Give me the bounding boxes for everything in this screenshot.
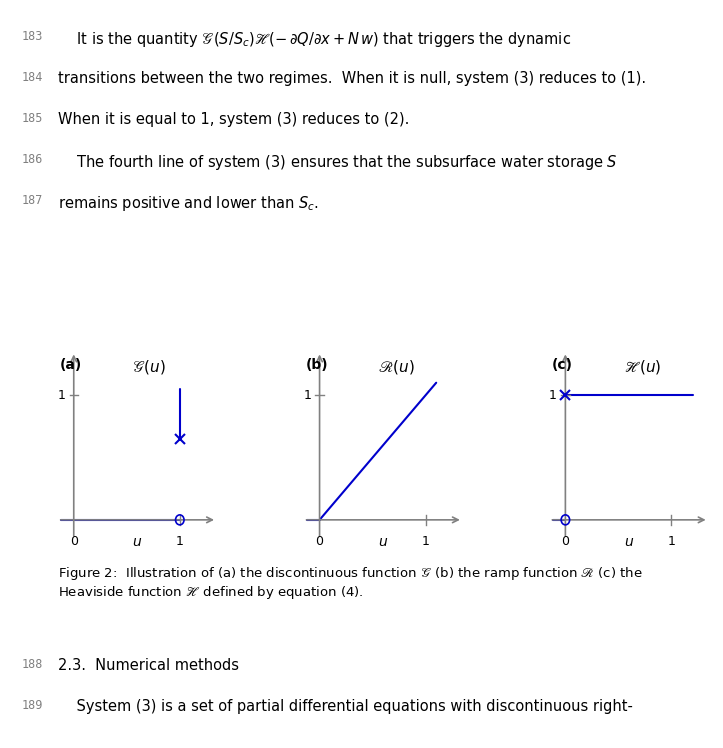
Text: 186: 186 bbox=[22, 153, 43, 166]
Text: $\mathscr{G}(u)$: $\mathscr{G}(u)$ bbox=[132, 358, 166, 375]
Text: $u$: $u$ bbox=[624, 535, 634, 549]
Text: (b): (b) bbox=[306, 358, 328, 372]
Text: 189: 189 bbox=[22, 699, 43, 712]
Text: 185: 185 bbox=[22, 112, 43, 125]
Text: (a): (a) bbox=[60, 358, 82, 372]
Text: Figure 2:  Illustration of (a) the discontinuous function $\mathscr{G}$ (b) the : Figure 2: Illustration of (a) the discon… bbox=[58, 565, 643, 601]
Text: 1: 1 bbox=[57, 389, 65, 402]
Text: 1: 1 bbox=[549, 389, 557, 402]
Text: remains positive and lower than $S_c$.: remains positive and lower than $S_c$. bbox=[58, 194, 319, 213]
Text: 187: 187 bbox=[22, 194, 43, 207]
Text: $u$: $u$ bbox=[132, 535, 142, 549]
Text: 0: 0 bbox=[69, 535, 78, 548]
Text: 2.3.  Numerical methods: 2.3. Numerical methods bbox=[58, 658, 239, 673]
Text: System (3) is a set of partial differential equations with discontinuous right-: System (3) is a set of partial different… bbox=[58, 699, 633, 714]
Text: transitions between the two regimes.  When it is null, system (3) reduces to (1): transitions between the two regimes. Whe… bbox=[58, 71, 646, 86]
Text: $\mathscr{R}(u)$: $\mathscr{R}(u)$ bbox=[378, 358, 414, 375]
Text: The fourth line of system (3) ensures that the subsurface water storage $S$: The fourth line of system (3) ensures th… bbox=[58, 153, 617, 172]
Text: 1: 1 bbox=[176, 535, 184, 548]
Text: 0: 0 bbox=[315, 535, 324, 548]
Text: 183: 183 bbox=[22, 30, 43, 43]
Text: 184: 184 bbox=[22, 71, 43, 84]
Text: 0: 0 bbox=[561, 535, 570, 548]
Text: $\mathscr{H}(u)$: $\mathscr{H}(u)$ bbox=[624, 358, 661, 375]
Text: 188: 188 bbox=[22, 658, 43, 671]
Text: (c): (c) bbox=[552, 358, 573, 372]
Text: $u$: $u$ bbox=[378, 535, 388, 549]
Text: 1: 1 bbox=[667, 535, 675, 548]
Text: 1: 1 bbox=[303, 389, 311, 402]
Text: When it is equal to 1, system (3) reduces to (2).: When it is equal to 1, system (3) reduce… bbox=[58, 112, 409, 127]
Text: 1: 1 bbox=[422, 535, 429, 548]
Text: It is the quantity $\mathscr{G}(S/S_c)\mathscr{H}\left(-\,\partial Q/\partial x : It is the quantity $\mathscr{G}(S/S_c)\m… bbox=[58, 30, 571, 49]
